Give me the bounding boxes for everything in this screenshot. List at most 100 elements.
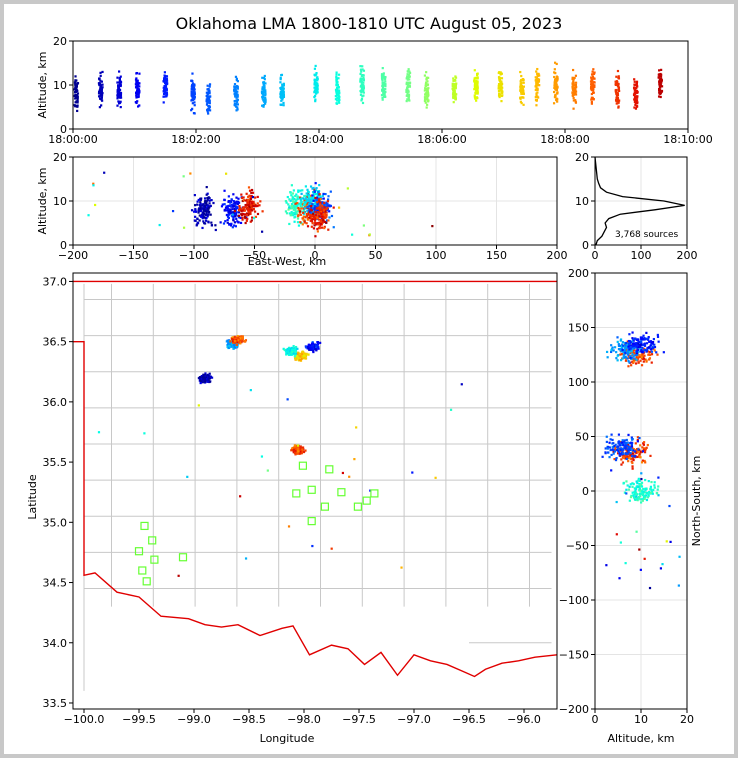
source-point bbox=[553, 102, 555, 104]
y-tick-label: −100 bbox=[559, 594, 589, 607]
source-point bbox=[615, 457, 617, 459]
source-point bbox=[623, 355, 625, 357]
source-point bbox=[474, 69, 476, 71]
source-point bbox=[649, 455, 651, 457]
lma-station-marker bbox=[149, 537, 156, 544]
source-point bbox=[631, 331, 633, 333]
source-point bbox=[649, 488, 651, 490]
source-point bbox=[240, 335, 242, 337]
source-point bbox=[572, 69, 574, 71]
source-point bbox=[244, 209, 246, 211]
source-point bbox=[250, 198, 252, 200]
source-point bbox=[325, 208, 327, 210]
source-point bbox=[556, 100, 558, 102]
source-point bbox=[572, 108, 574, 110]
source-point bbox=[617, 354, 619, 356]
source-point bbox=[627, 460, 629, 462]
source-point bbox=[316, 77, 318, 79]
source-point bbox=[196, 204, 198, 206]
source-point bbox=[669, 541, 671, 543]
source-point bbox=[232, 226, 234, 228]
source-point bbox=[116, 105, 118, 107]
source-point bbox=[631, 465, 633, 467]
source-point bbox=[227, 222, 229, 224]
source-point bbox=[194, 91, 196, 93]
source-point bbox=[203, 209, 205, 211]
source-point bbox=[189, 172, 191, 174]
source-point bbox=[638, 437, 640, 439]
source-point bbox=[613, 349, 615, 351]
source-point bbox=[610, 344, 612, 346]
source-point bbox=[615, 351, 617, 353]
source-point bbox=[644, 338, 646, 340]
source-point bbox=[120, 76, 122, 78]
source-point bbox=[228, 217, 230, 219]
source-point bbox=[632, 438, 634, 440]
source-point bbox=[317, 341, 319, 343]
source-point bbox=[235, 197, 237, 199]
source-point bbox=[666, 540, 668, 542]
source-point bbox=[360, 99, 362, 101]
source-point bbox=[620, 541, 622, 543]
state-boundary-south bbox=[73, 342, 557, 677]
y-tick-label: 10 bbox=[53, 195, 67, 208]
source-point bbox=[100, 75, 102, 77]
source-point bbox=[100, 85, 102, 87]
lma-station-marker bbox=[371, 490, 378, 497]
source-point bbox=[256, 205, 258, 207]
source-point bbox=[359, 65, 361, 67]
y-tick-label: −50 bbox=[566, 540, 589, 553]
source-point bbox=[194, 204, 196, 206]
source-point bbox=[283, 84, 285, 86]
source-point bbox=[243, 213, 245, 215]
source-point bbox=[625, 489, 627, 491]
source-point bbox=[355, 426, 357, 428]
source-point bbox=[609, 438, 611, 440]
plan-view-map-panel: 33.534.034.535.035.536.036.537.0−100.0 −9… bbox=[26, 273, 557, 745]
source-point bbox=[320, 223, 322, 225]
source-point bbox=[330, 191, 332, 193]
source-point bbox=[342, 472, 344, 474]
source-point bbox=[245, 557, 247, 559]
source-point bbox=[74, 75, 76, 77]
source-point bbox=[575, 75, 577, 77]
source-point bbox=[299, 198, 301, 200]
source-point bbox=[327, 229, 329, 231]
source-point bbox=[283, 104, 285, 106]
source-point bbox=[321, 216, 323, 218]
source-point bbox=[424, 100, 426, 102]
source-point bbox=[336, 91, 338, 93]
source-point bbox=[644, 343, 646, 345]
source-point bbox=[207, 112, 209, 114]
source-point bbox=[118, 81, 120, 83]
source-point bbox=[262, 93, 264, 95]
source-point bbox=[635, 496, 637, 498]
source-point bbox=[538, 74, 540, 76]
source-point bbox=[308, 195, 310, 197]
source-point bbox=[521, 85, 523, 87]
x-tick-label: −99.0 bbox=[177, 713, 211, 726]
source-point bbox=[635, 442, 637, 444]
y-tick-label: 35.0 bbox=[43, 516, 68, 529]
source-point bbox=[209, 86, 211, 88]
source-point bbox=[634, 84, 636, 86]
source-point bbox=[250, 204, 252, 206]
source-point bbox=[658, 69, 660, 71]
source-point bbox=[338, 102, 340, 104]
source-point bbox=[207, 93, 209, 95]
source-point bbox=[453, 101, 455, 103]
source-point bbox=[619, 454, 621, 456]
source-point bbox=[318, 200, 320, 202]
source-point bbox=[640, 341, 642, 343]
x-tick-label: 200 bbox=[677, 249, 698, 262]
source-point bbox=[297, 221, 299, 223]
source-point bbox=[281, 74, 283, 76]
x-tick-label: −100.0 bbox=[64, 713, 105, 726]
source-point bbox=[315, 348, 317, 350]
source-point bbox=[205, 202, 207, 204]
source-point bbox=[642, 335, 644, 337]
source-point bbox=[475, 100, 477, 102]
source-point bbox=[294, 355, 296, 357]
source-point bbox=[317, 211, 319, 213]
source-point bbox=[659, 80, 661, 82]
